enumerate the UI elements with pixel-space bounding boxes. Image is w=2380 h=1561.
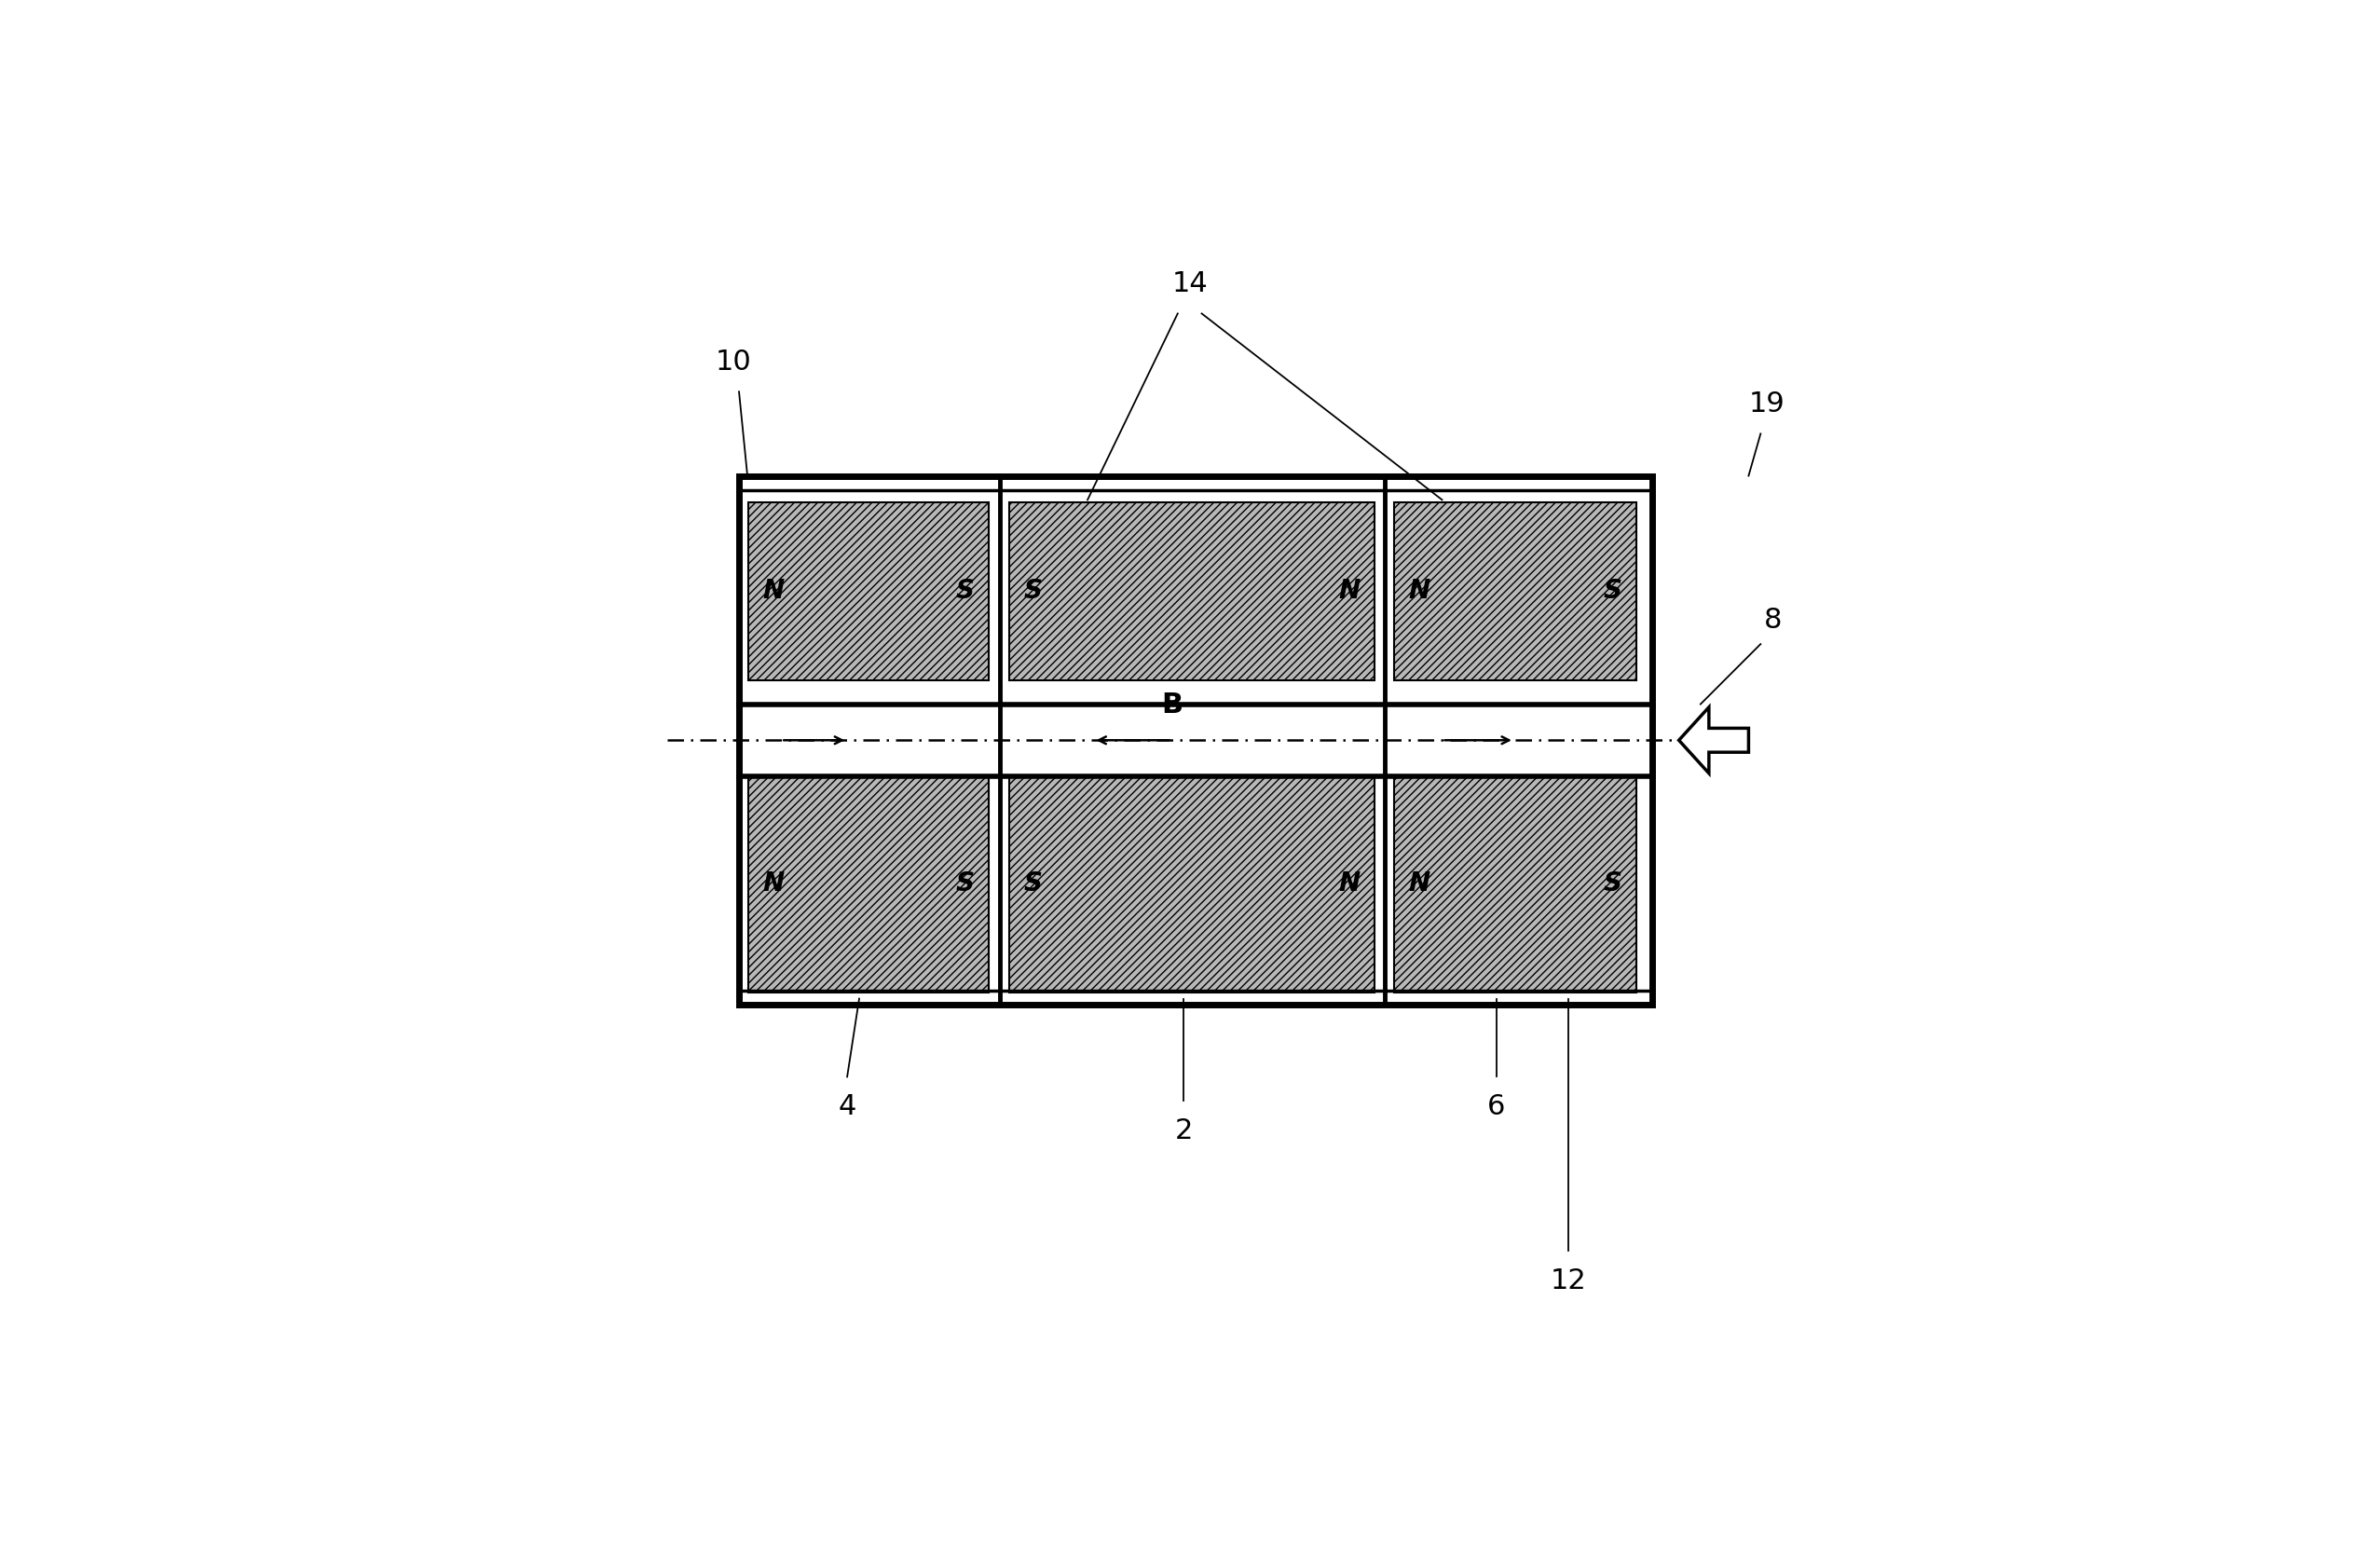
Text: N: N <box>764 869 785 896</box>
Bar <box>1009 774 1376 993</box>
Text: 12: 12 <box>1549 1268 1587 1294</box>
Bar <box>740 704 1652 776</box>
Bar <box>1395 774 1637 993</box>
Text: S: S <box>1023 869 1042 896</box>
Text: S: S <box>1604 578 1623 604</box>
Text: S: S <box>1604 869 1623 896</box>
Bar <box>750 774 990 993</box>
Text: N: N <box>1409 578 1430 604</box>
Text: 19: 19 <box>1749 390 1785 417</box>
Text: 4: 4 <box>838 1093 857 1121</box>
Text: S: S <box>957 578 973 604</box>
Text: 14: 14 <box>1171 270 1207 297</box>
Text: N: N <box>1409 869 1430 896</box>
Text: 2: 2 <box>1176 1118 1192 1144</box>
Polygon shape <box>1678 707 1749 773</box>
Text: N: N <box>764 578 785 604</box>
Text: $\mathbf{B}$: $\mathbf{B}$ <box>1161 692 1183 718</box>
Text: N: N <box>1338 578 1361 604</box>
Text: 8: 8 <box>1764 607 1783 634</box>
Bar <box>740 476 1652 1005</box>
Bar <box>1009 503 1376 681</box>
Text: N: N <box>1338 869 1361 896</box>
Bar <box>1395 503 1637 681</box>
Bar <box>750 503 990 681</box>
Text: 6: 6 <box>1488 1093 1504 1121</box>
Text: S: S <box>957 869 973 896</box>
Text: S: S <box>1023 578 1042 604</box>
Text: 10: 10 <box>714 348 752 375</box>
